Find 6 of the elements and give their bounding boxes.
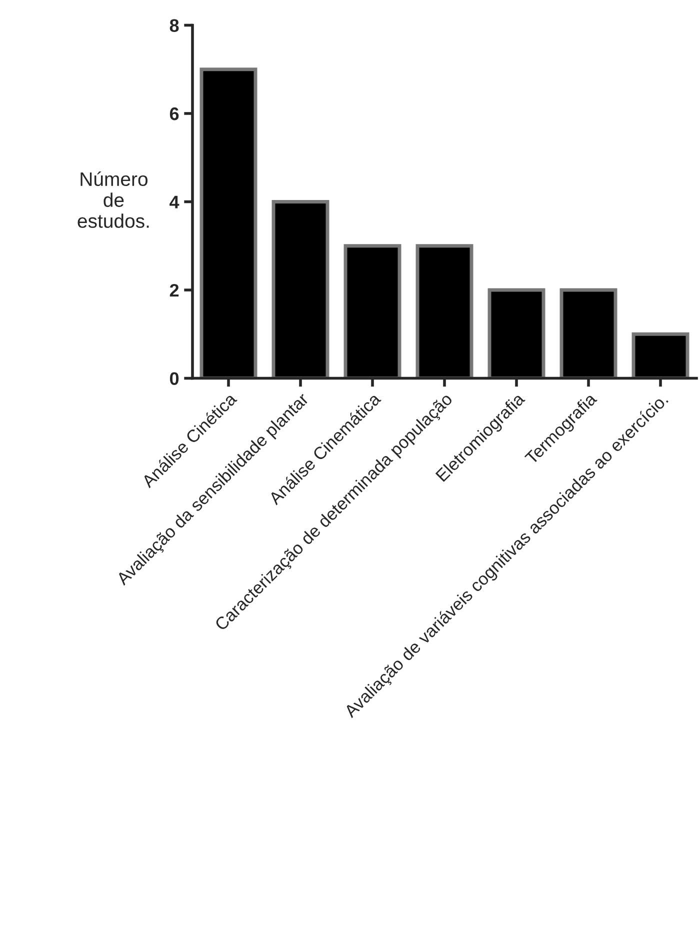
y-axis-title: Número de estudos.	[78, 172, 149, 228]
y-tick-label: 4	[170, 196, 180, 208]
y-tick-label: 6	[170, 107, 179, 120]
y-tick-label: 0	[170, 372, 179, 385]
y-tick-label: 8	[170, 19, 179, 32]
y-tick-label: 2	[170, 284, 179, 297]
